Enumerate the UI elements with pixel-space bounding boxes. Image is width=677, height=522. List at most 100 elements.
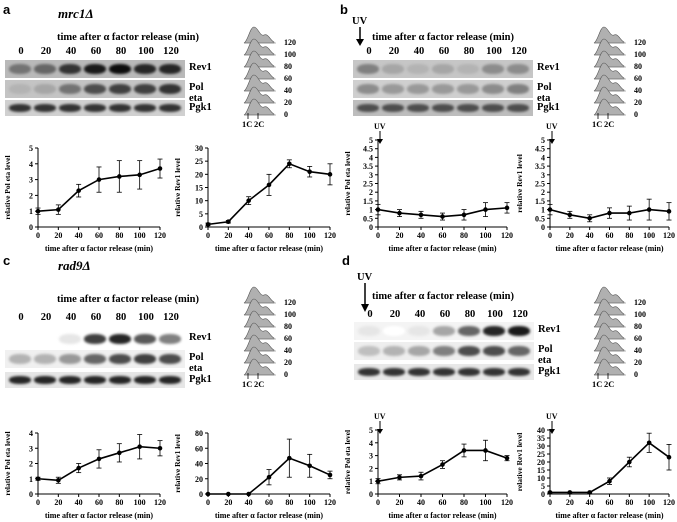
y-tick-label: 40 (537, 426, 545, 435)
panel-a-flow-cytometry: 120 100 80 60 40 20 0 1C 2C (240, 25, 320, 135)
data-point (246, 198, 251, 203)
y-tick-label: 3 (29, 444, 33, 453)
y-tick-label: 15 (537, 466, 545, 475)
blot-band (433, 326, 455, 336)
y-tick-label: 2 (369, 464, 373, 473)
panel-d-uv-arrow (361, 283, 369, 312)
flow-time-label: 60 (284, 334, 292, 343)
y-tick-label: 20 (195, 475, 203, 484)
flow-histogram (593, 322, 625, 340)
y-axis-label: relative Rev1 level (173, 434, 182, 493)
y-tick-label: 4.5 (535, 145, 545, 154)
timepoint-label: 80 (115, 46, 127, 57)
timepoint-label: 60 (439, 309, 451, 320)
y-tick-label: 3 (541, 171, 545, 180)
y-tick-label: 1 (369, 206, 373, 215)
blot-label-pol-eta: Pol eta (538, 344, 553, 366)
blot-band (9, 64, 31, 74)
y-tick-label: 10 (537, 474, 545, 483)
y-tick-label: 1 (541, 206, 545, 215)
chart-d-pol-eta: 0 1 2 3 4 5 0 20 40 60 80 100 120 time after α factor… (343, 412, 513, 520)
blot-band (482, 64, 504, 74)
x-tick-label: 100 (480, 231, 492, 240)
blot-label-rev1: Rev1 (189, 332, 212, 343)
panel-d-header: time after α factor release (min) (372, 291, 515, 302)
flow-histogram (593, 62, 625, 80)
blot-band (508, 346, 530, 356)
y-tick-label: 0 (199, 223, 203, 232)
panel-c-flow-cytometry: 120 100 80 60 40 20 0 1C 2C (240, 285, 320, 395)
blot-band (134, 354, 156, 364)
flow-1c-label: 1C (592, 379, 602, 389)
x-tick-label: 120 (324, 498, 336, 507)
flow-histogram (593, 298, 625, 316)
flow-histogram (593, 86, 625, 104)
data-point (246, 491, 251, 497)
data-point (137, 444, 142, 450)
y-tick-label: 1 (29, 475, 33, 484)
x-tick-label: 60 (265, 498, 273, 507)
y-tick-label: 4 (541, 153, 545, 162)
data-point (607, 478, 612, 484)
x-tick-label: 20 (54, 231, 62, 240)
uv-arrow-head (549, 429, 555, 434)
blot-band (483, 346, 505, 356)
flow-histogram (243, 286, 275, 304)
y-tick-label: 0.5 (363, 214, 373, 223)
panel-d-flow-cytometry: 120 100 80 60 40 20 0 1C 2C (590, 285, 670, 395)
panel-b-timepoints: 0 20 40 60 80 100 120 (358, 46, 538, 60)
data-point (96, 456, 102, 462)
data-point (504, 455, 510, 461)
x-tick-label: 40 (417, 231, 425, 240)
flow-histogram-stack: 120 100 80 60 40 20 0 1C 2C (592, 26, 646, 129)
flow-time-label: 80 (634, 322, 642, 331)
flow-histogram (243, 98, 275, 116)
flow-time-label: 120 (634, 38, 646, 47)
data-point (76, 188, 81, 193)
blot-band (34, 64, 56, 74)
data-point (327, 172, 333, 177)
timepoint-label: 40 (413, 46, 425, 57)
flow-histogram (593, 334, 625, 352)
flow-histogram (593, 358, 625, 376)
blot-band (109, 84, 131, 94)
uv-label: UV (374, 122, 386, 131)
blot-band (433, 346, 455, 356)
data-point (646, 207, 652, 212)
blot-band (458, 368, 480, 376)
blot-band (507, 64, 529, 74)
data-point (567, 490, 573, 495)
flow-histogram (593, 50, 625, 68)
x-tick-label: 100 (643, 498, 655, 507)
x-tick-label: 40 (586, 498, 594, 507)
panel-d-timepoints: 0 20 40 60 80 100 120 (359, 309, 539, 323)
y-tick-label: 4 (29, 429, 33, 438)
flow-histogram (593, 98, 625, 116)
panel-a-header: time after α factor release (min) (57, 32, 200, 43)
blot-strip-pgk1 (353, 100, 533, 116)
blot-band (34, 354, 56, 364)
flow-histogram-stack: 120 100 80 60 40 20 0 1C 2C (242, 286, 296, 389)
data-point (96, 177, 102, 182)
panel-c-title: rad9Δ (58, 258, 91, 273)
x-tick-label: 100 (304, 231, 316, 240)
blot-band (34, 84, 56, 94)
x-tick-label: 120 (154, 498, 166, 507)
x-tick-label: 60 (95, 231, 103, 240)
blot-band (483, 368, 505, 376)
data-point (440, 462, 445, 467)
blot-band (457, 64, 479, 74)
y-tick-label: 0 (541, 223, 545, 232)
panel-b-header: time after α factor release (min) (372, 32, 515, 43)
flow-histogram (243, 310, 275, 328)
x-tick-label: 40 (245, 231, 253, 240)
timepoint-label: 0 (367, 309, 373, 320)
y-axis-label: relative Pol eta level (343, 430, 352, 494)
blot-band (407, 84, 429, 94)
y-tick-label: 5 (199, 210, 203, 219)
x-tick-label: 60 (439, 231, 447, 240)
x-tick-label: 80 (625, 231, 633, 240)
x-tick-label: 20 (54, 498, 62, 507)
data-point (646, 440, 652, 446)
uv-arrow-head (377, 139, 383, 144)
